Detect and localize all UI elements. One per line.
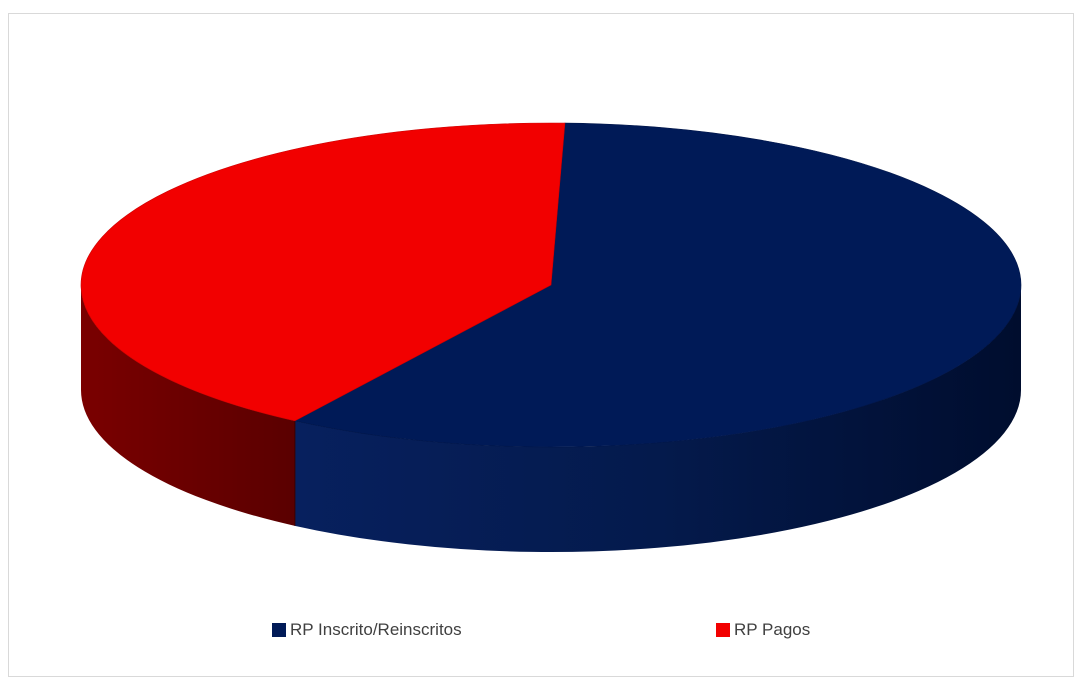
pie-sides (81, 285, 1021, 552)
legend-label-rp-inscrito: RP Inscrito/Reinscritos (290, 620, 462, 639)
legend-swatch-rp-inscrito (272, 623, 286, 637)
legend-item-rp-pagos: RP Pagos (716, 620, 810, 640)
chart-legend: RP Inscrito/Reinscritos RP Pagos (0, 620, 1075, 648)
pie-side-rp-inscrito (294, 285, 1021, 552)
legend-label-rp-pagos: RP Pagos (734, 620, 811, 639)
legend-item-rp-inscrito: RP Inscrito/Reinscritos (272, 620, 462, 640)
legend-swatch-rp-pagos (716, 623, 730, 637)
pie-slice-rp-pagos (80, 122, 566, 422)
pie-slice-rp-inscrito (294, 122, 1022, 448)
pie-side-rp-pagos (81, 285, 295, 526)
pie-tops (80, 122, 1022, 448)
